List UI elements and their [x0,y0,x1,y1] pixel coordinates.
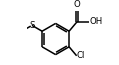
Text: S: S [29,21,35,30]
Text: Cl: Cl [77,51,85,60]
Text: O: O [74,0,80,9]
Text: OH: OH [89,17,102,26]
